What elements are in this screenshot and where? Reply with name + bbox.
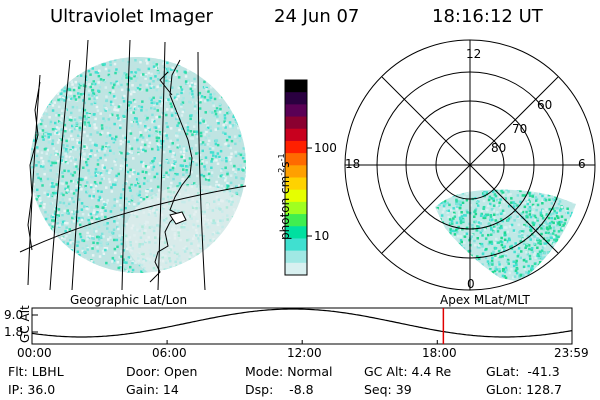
colorbar-swatch — [285, 250, 307, 264]
colorbar-swatch — [285, 201, 307, 215]
colorbar-tick-10: 10 — [314, 229, 330, 243]
colorbar-swatch — [285, 226, 307, 239]
status-filter: Flt: LBHL — [8, 364, 64, 379]
status-gc-alt: GC Alt: 4.4 Re — [364, 364, 452, 379]
geo-grid-lines — [19, 39, 247, 291]
geographic-image — [19, 39, 247, 291]
timeline-xtick-2359: 23:59 — [554, 346, 589, 360]
colorbar-swatch — [285, 214, 307, 227]
status-dsp: Dsp: -8.8 — [245, 382, 314, 397]
mlat-label-60: 60 — [537, 98, 553, 112]
instrument-title: Ultraviolet Imager — [50, 6, 213, 27]
colorbar-swatch — [285, 189, 307, 203]
status-gain: Gain: 14 — [126, 382, 179, 397]
colorbar-swatch — [285, 92, 307, 105]
mlt-label-0: 0 — [467, 277, 475, 291]
colorbar-swatch — [285, 262, 307, 276]
colorbar-tick-100: 100 — [314, 141, 337, 155]
polar-plot — [344, 39, 596, 291]
timeline-xtick-0000: 00:00 — [17, 346, 52, 360]
altitude-curve — [31, 308, 573, 338]
timeline-xtick-1800: 18:00 — [422, 346, 457, 360]
colorbar-swatch — [285, 153, 307, 166]
status-glat: GLat: -41.3 — [486, 364, 560, 379]
colorbar-swatch — [285, 177, 307, 191]
mlt-label-12: 12 — [466, 47, 482, 61]
colorbar — [284, 79, 312, 276]
time-label: 18:16:12 UT — [432, 6, 543, 27]
mlat-label-70: 70 — [512, 122, 528, 136]
timeline-xtick-1200: 12:00 — [287, 346, 322, 360]
mlt-label-6: 6 — [578, 157, 586, 171]
polar-panel-label: Apex MLat/MLT — [440, 293, 530, 307]
colorbar-swatch — [285, 116, 307, 130]
coastline — [27, 59, 193, 283]
timeline-ytick-9: 9.0 — [4, 308, 24, 322]
colorbar-swatch — [285, 238, 307, 252]
status-glon: GLon: 128.7 — [486, 382, 562, 397]
timeline-ytick-1.8: 1.8 — [4, 325, 24, 339]
altitude-timeline — [31, 307, 573, 345]
status-seq: Seq: 39 — [364, 382, 412, 397]
status-door: Door: Open — [126, 364, 198, 379]
geo-panel-label: Geographic Lat/Lon — [70, 293, 188, 307]
timeline-xtick-0600: 06:00 — [152, 346, 187, 360]
mlat-label-80: 80 — [491, 141, 507, 155]
date-label: 24 Jun 07 — [274, 6, 360, 27]
colorbar-unit-label: photon cm-2s-1 — [277, 153, 292, 240]
colorbar-swatch — [285, 80, 307, 93]
status-ip: IP: 36.0 — [8, 382, 56, 397]
colorbar-swatch — [285, 104, 307, 118]
colorbar-swatch — [285, 165, 307, 178]
colorbar-swatch — [285, 140, 307, 154]
mlt-label-18: 18 — [345, 157, 361, 171]
colorbar-swatch — [285, 128, 307, 142]
status-mode: Mode: Normal — [245, 364, 333, 379]
